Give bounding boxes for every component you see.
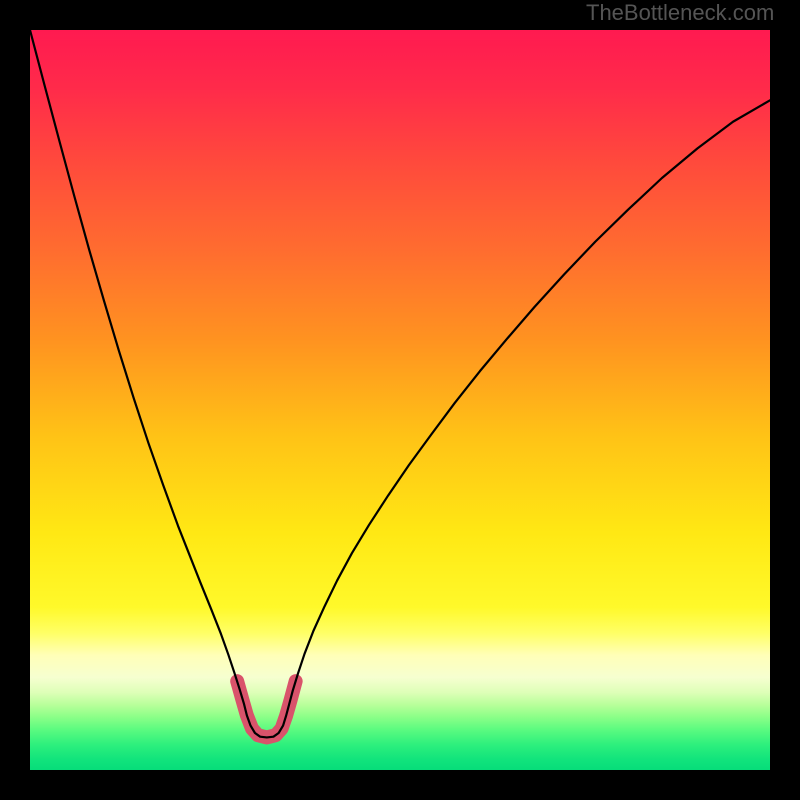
chart-canvas xyxy=(0,0,800,800)
frame-right xyxy=(770,0,800,800)
plot-background xyxy=(30,30,770,770)
frame-bottom xyxy=(0,770,800,800)
frame-left xyxy=(0,0,30,800)
watermark-text: TheBottleneck.com xyxy=(586,0,774,26)
